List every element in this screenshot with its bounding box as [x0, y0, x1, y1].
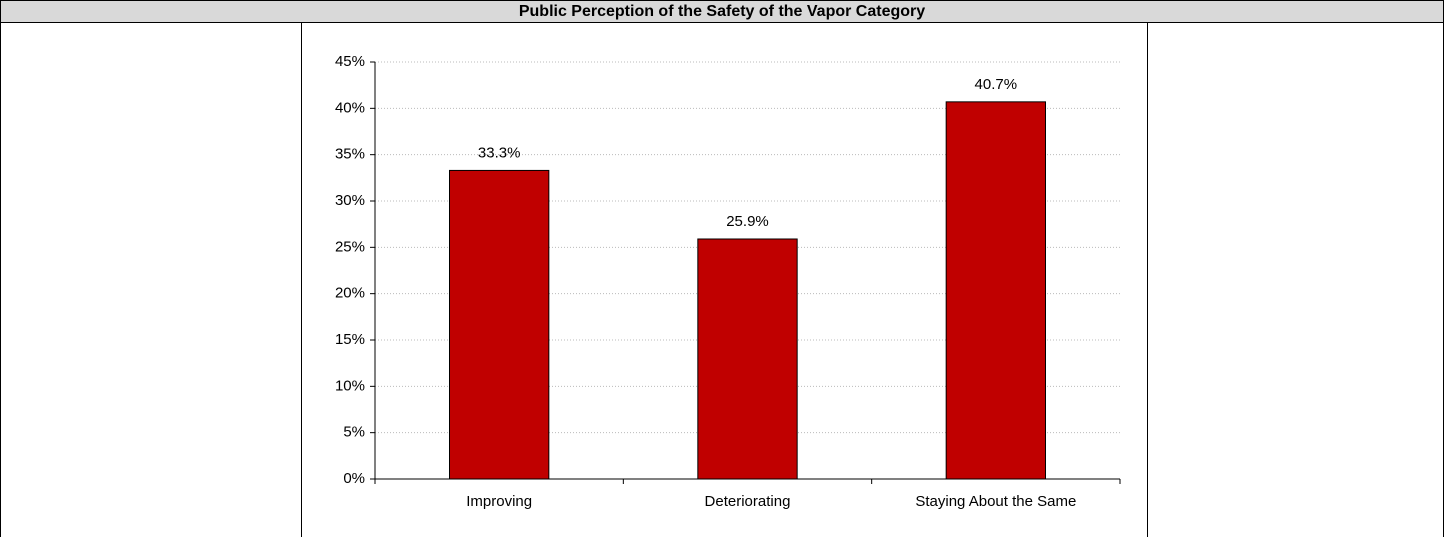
y-tick-label: 0% [343, 470, 365, 487]
data-label: 33.3% [478, 144, 521, 161]
y-tick-label: 30% [335, 192, 365, 209]
y-tick-label: 40% [335, 99, 365, 116]
bar [449, 169, 550, 480]
x-tick-label: Improving [466, 493, 532, 510]
bar [945, 101, 1047, 480]
y-tick-label: 5% [343, 424, 365, 441]
data-label: 25.9% [726, 213, 769, 230]
bar [697, 238, 798, 480]
x-tick-label: Staying About the Same [915, 493, 1076, 510]
data-label: 40.7% [975, 76, 1018, 93]
y-tick-label: 15% [335, 331, 365, 348]
x-tick-label: Deteriorating [705, 493, 791, 510]
y-tick-label: 10% [335, 377, 365, 394]
y-tick-label: 25% [335, 238, 365, 255]
y-tick-label: 35% [335, 146, 365, 163]
y-tick-label: 20% [335, 285, 365, 302]
chart-title: Public Perception of the Safety of the V… [519, 3, 925, 20]
y-tick-label: 45% [335, 53, 365, 70]
